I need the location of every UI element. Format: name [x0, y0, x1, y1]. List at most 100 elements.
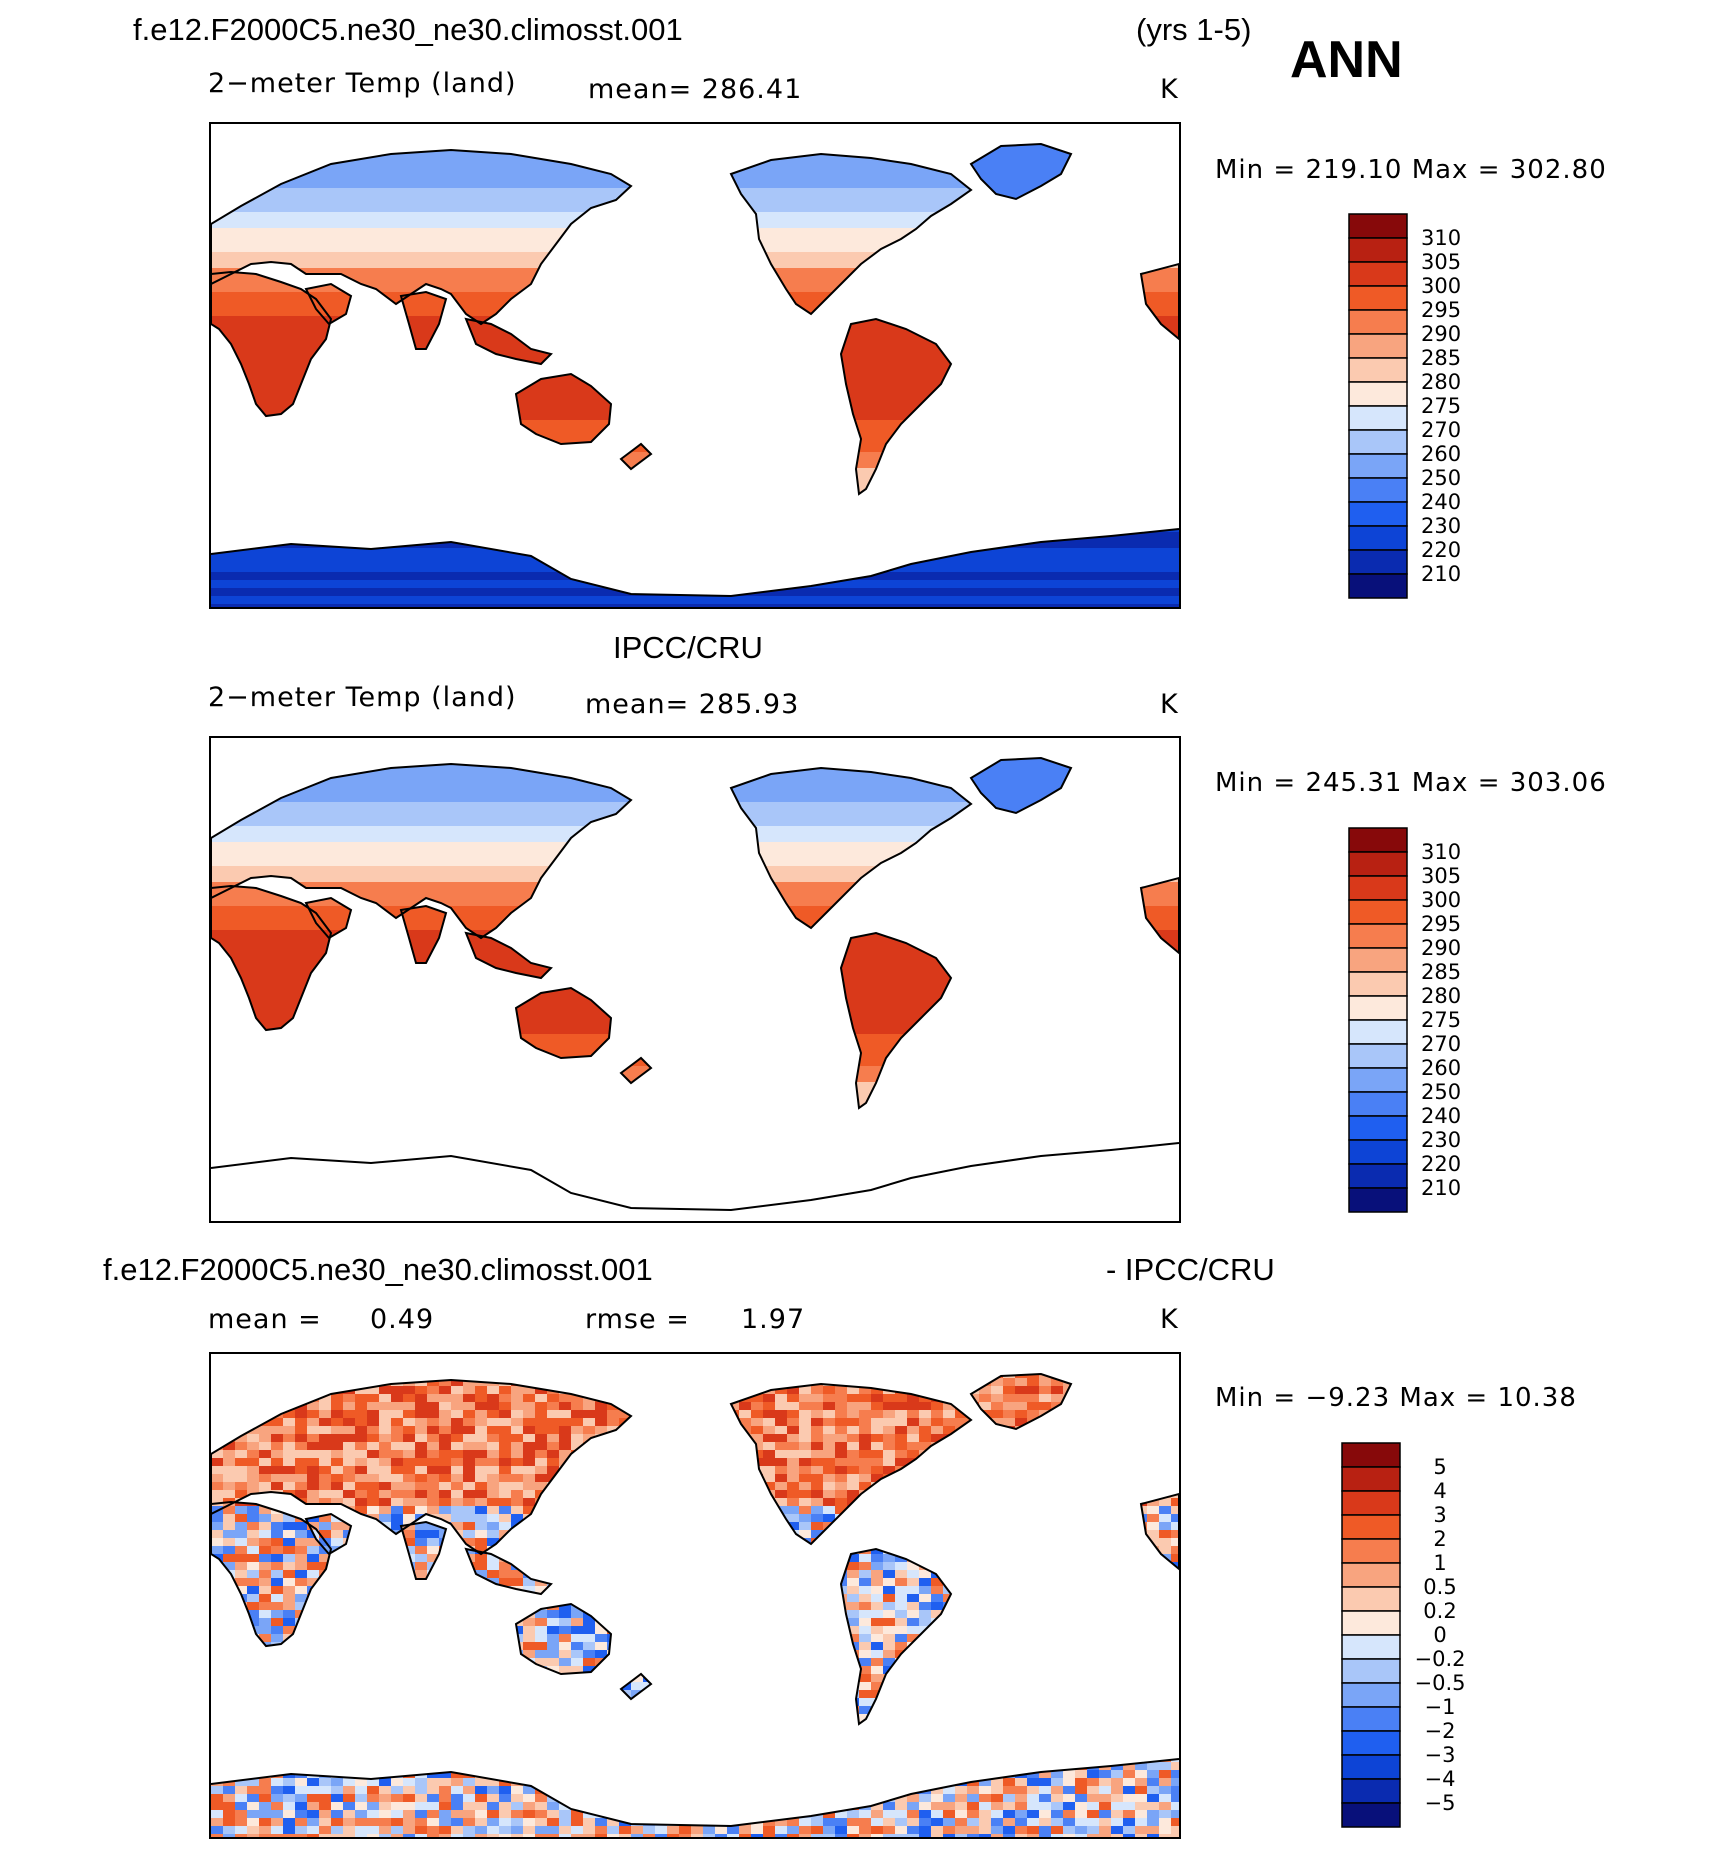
- colorbar-label: 230: [1421, 1128, 1461, 1152]
- colorbar-box: [1342, 1707, 1400, 1731]
- colorbar-box: [1342, 1779, 1400, 1803]
- colorbar-label: 285: [1421, 960, 1461, 984]
- panel2-mean: mean= 285.93: [585, 689, 799, 720]
- panel3-rmse-value: 1.97: [741, 1304, 805, 1335]
- colorbar-box: [1342, 1563, 1400, 1587]
- panel1-map: [209, 122, 1181, 609]
- colorbar-box: [1349, 1092, 1407, 1116]
- colorbar-label: 3: [1433, 1503, 1446, 1527]
- colorbar-label: −3: [1425, 1743, 1456, 1767]
- colorbar-box: [1349, 1188, 1407, 1212]
- panel1-units: K: [1160, 74, 1179, 105]
- colorbar-label: 300: [1421, 274, 1461, 298]
- colorbar-label: 260: [1421, 442, 1461, 466]
- colorbar-label: 2: [1433, 1527, 1446, 1551]
- colorbar-box: [1349, 948, 1407, 972]
- colorbar-box: [1349, 406, 1407, 430]
- colorbar-label: 210: [1421, 562, 1461, 586]
- panel3-map-field: [211, 1354, 1179, 1837]
- colorbar-box: [1342, 1755, 1400, 1779]
- panel2-colorbar-svg: 3103053002952902852802752702602502402302…: [1349, 828, 1549, 1218]
- panel2-map-field: [211, 738, 1179, 1221]
- panel1-minmax: Min = 219.10 Max = 302.80: [1215, 155, 1607, 185]
- panel3-title-left: f.e12.F2000C5.ne30_ne30.climosst.001: [103, 1252, 653, 1288]
- colorbar-label: 210: [1421, 1176, 1461, 1200]
- colorbar-box: [1342, 1635, 1400, 1659]
- colorbar-label: 220: [1421, 1152, 1461, 1176]
- colorbar-label: 290: [1421, 322, 1461, 346]
- colorbar-box: [1349, 358, 1407, 382]
- colorbar-label: 270: [1421, 1032, 1461, 1056]
- colorbar-label: −0.2: [1415, 1647, 1466, 1671]
- coastline-antarctica: [211, 1143, 1179, 1210]
- colorbar-label: 0: [1433, 1623, 1446, 1647]
- colorbar-label: 310: [1421, 840, 1461, 864]
- colorbar-box: [1342, 1803, 1400, 1827]
- panel2-units: K: [1160, 689, 1179, 720]
- colorbar-box: [1349, 1164, 1407, 1188]
- panel3-minmax: Min = −9.23 Max = 10.38: [1215, 1383, 1577, 1413]
- panel1-variable: 2−meter Temp (land): [208, 68, 517, 99]
- colorbar-label: 5: [1433, 1455, 1446, 1479]
- colorbar-label: 280: [1421, 370, 1461, 394]
- case-title: f.e12.F2000C5.ne30_ne30.climosst.001: [133, 12, 683, 48]
- colorbar-box: [1349, 1068, 1407, 1092]
- panel2-map: [209, 736, 1181, 1223]
- colorbar-label: 220: [1421, 538, 1461, 562]
- colorbar-label: 0.5: [1423, 1575, 1456, 1599]
- colorbar-label: 300: [1421, 888, 1461, 912]
- colorbar-box: [1342, 1683, 1400, 1707]
- panel2-variable: 2−meter Temp (land): [208, 682, 517, 713]
- colorbar-label: 310: [1421, 226, 1461, 250]
- colorbar-label: 250: [1421, 466, 1461, 490]
- colorbar-box: [1349, 924, 1407, 948]
- panel2-title: IPCC/CRU: [613, 630, 763, 666]
- colorbar-label: 305: [1421, 250, 1461, 274]
- colorbar-box: [1349, 502, 1407, 526]
- panel1-map-field: [211, 124, 1179, 607]
- colorbar-label: 285: [1421, 346, 1461, 370]
- colorbar-box: [1349, 214, 1407, 238]
- colorbar-box: [1349, 478, 1407, 502]
- colorbar-box: [1349, 550, 1407, 574]
- panel3-units: K: [1160, 1304, 1179, 1335]
- colorbar-label: −2: [1425, 1719, 1456, 1743]
- colorbar-box: [1342, 1731, 1400, 1755]
- colorbar-box: [1342, 1443, 1400, 1467]
- colorbar-label: −1: [1425, 1695, 1456, 1719]
- colorbar-box: [1349, 310, 1407, 334]
- colorbar-box: [1342, 1611, 1400, 1635]
- colorbar-box: [1342, 1515, 1400, 1539]
- colorbar-label: 240: [1421, 1104, 1461, 1128]
- colorbar-box: [1349, 238, 1407, 262]
- colorbar-label: 295: [1421, 912, 1461, 936]
- colorbar-box: [1349, 334, 1407, 358]
- colorbar-box: [1349, 1116, 1407, 1140]
- colorbar-label: 275: [1421, 1008, 1461, 1032]
- panel3-mean-value: 0.49: [370, 1304, 434, 1335]
- colorbar-label: 0.2: [1423, 1599, 1456, 1623]
- panel3-title-right: - IPCC/CRU: [1106, 1252, 1275, 1288]
- land-eurasia: [211, 124, 1179, 607]
- colorbar-box: [1342, 1491, 1400, 1515]
- colorbar-label: −0.5: [1415, 1671, 1466, 1695]
- colorbar-label: 280: [1421, 984, 1461, 1008]
- panel1-colorbar-svg: 3103053002952902852802752702602502402302…: [1349, 214, 1549, 604]
- colorbar-box: [1349, 1020, 1407, 1044]
- colorbar-label: 260: [1421, 1056, 1461, 1080]
- colorbar-box: [1349, 430, 1407, 454]
- colorbar-box: [1342, 1587, 1400, 1611]
- colorbar-label: 1: [1433, 1551, 1446, 1575]
- season-label: ANN: [1290, 30, 1403, 90]
- colorbar-box: [1349, 262, 1407, 286]
- colorbar-box: [1349, 1140, 1407, 1164]
- colorbar-box: [1349, 900, 1407, 924]
- colorbar-box: [1349, 382, 1407, 406]
- colorbar-label: 250: [1421, 1080, 1461, 1104]
- colorbar-box: [1349, 526, 1407, 550]
- colorbar-box: [1349, 876, 1407, 900]
- years-label: (yrs 1-5): [1136, 12, 1251, 48]
- colorbar-label: −4: [1425, 1767, 1456, 1791]
- panel3-mean-label: mean =: [208, 1304, 322, 1335]
